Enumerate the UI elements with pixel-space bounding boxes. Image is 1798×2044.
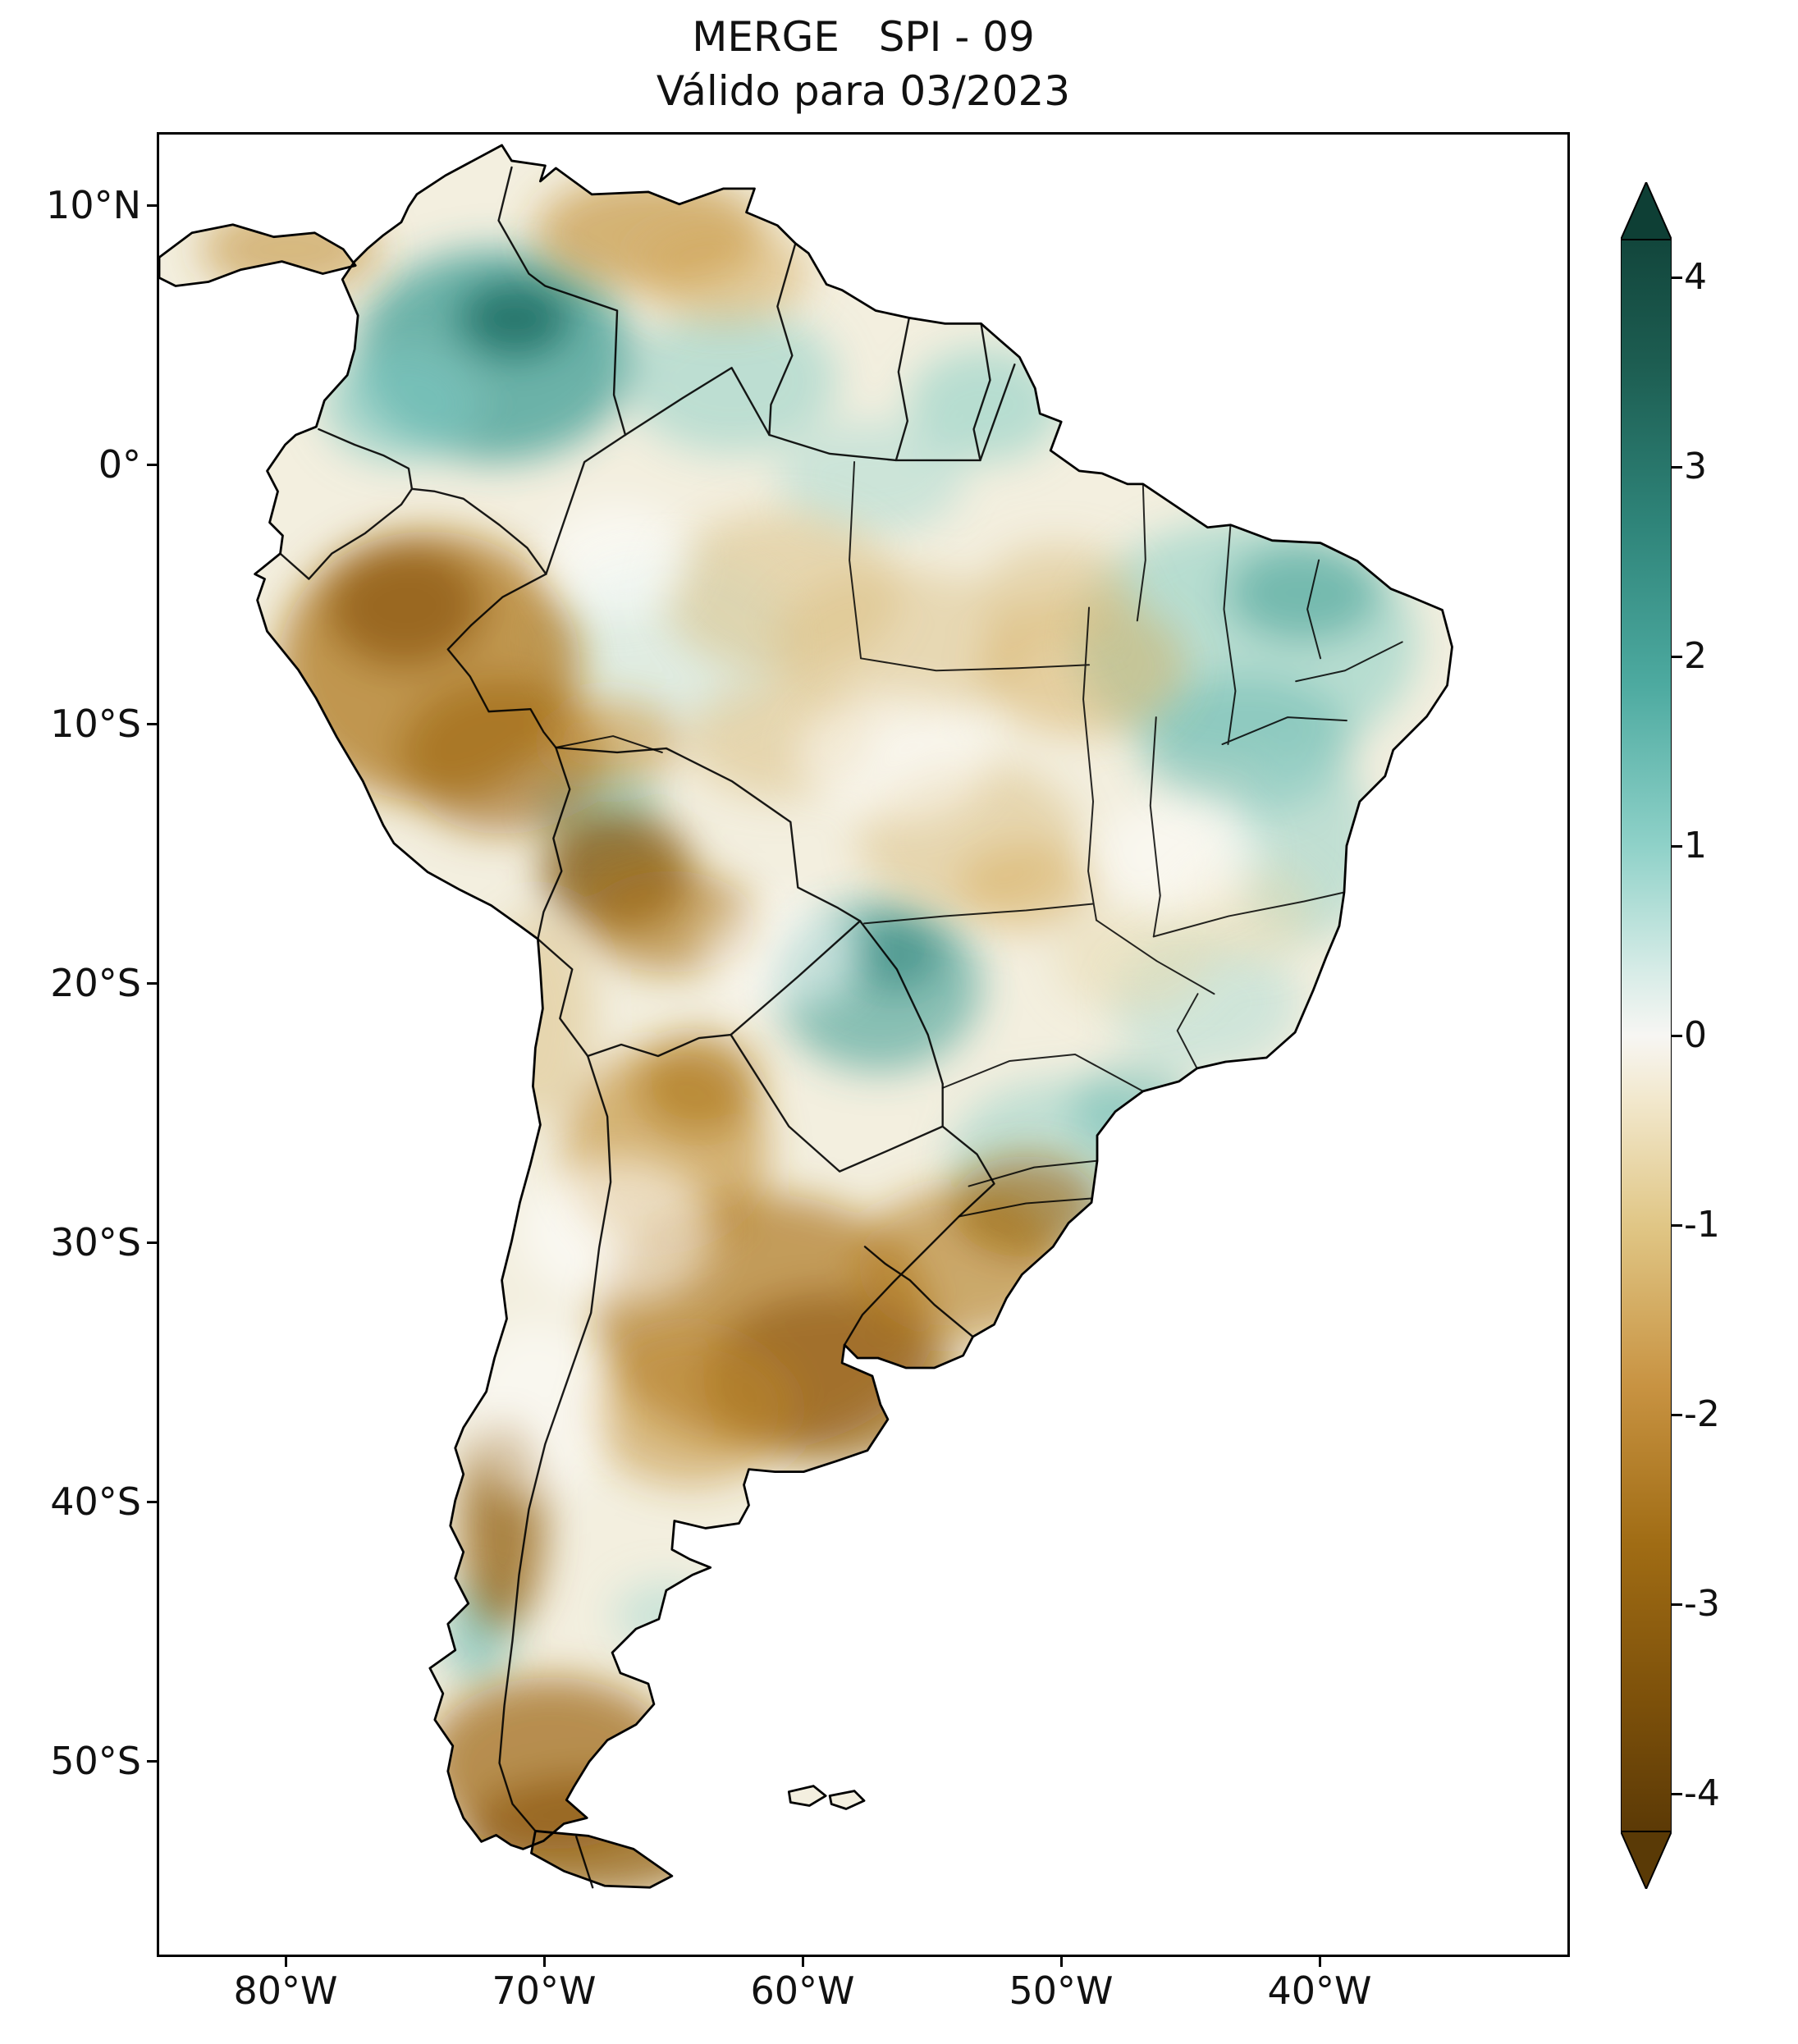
coastline (159, 144, 1453, 1889)
colorbar-tick-label: 4 (1684, 256, 1707, 298)
colorbar-upper-arrow (1619, 180, 1673, 240)
lon-tick-label: 50°W (1009, 1969, 1114, 2013)
lon-tick-mark (1060, 1957, 1063, 1967)
lat-tick-mark (147, 723, 157, 725)
colorbar-tick-mark (1672, 1603, 1682, 1606)
map-plot-area: INPE (157, 132, 1570, 1957)
colorbar-tick-label: -1 (1684, 1204, 1720, 1246)
lon-tick-mark (543, 1957, 546, 1967)
south-america-map (159, 135, 1567, 1955)
colorbar-tick-mark (1672, 1224, 1682, 1227)
lat-tick-label: 30°S (50, 1220, 141, 1264)
colorbar-tick-mark (1672, 1414, 1682, 1416)
state-borders (555, 460, 1403, 1218)
lon-tick-mark (802, 1957, 804, 1967)
colorbar-tick-mark (1672, 656, 1682, 658)
lat-tick-label: 20°S (50, 961, 141, 1005)
colorbar-tick-mark (1672, 277, 1682, 279)
colorbar-tick-mark (1672, 466, 1682, 469)
lat-tick-mark (147, 204, 157, 207)
colorbar-tick-label: -3 (1684, 1583, 1720, 1625)
lon-tick-label: 60°W (750, 1969, 855, 2013)
colorbar-body (1620, 239, 1672, 1832)
figure-subtitle: Válido para 03/2023 (656, 67, 1071, 115)
lat-tick-label: 50°S (50, 1739, 141, 1783)
lon-tick-label: 40°W (1267, 1969, 1372, 2013)
colorbar-tick-label: 1 (1684, 825, 1707, 867)
lon-tick-mark (285, 1957, 287, 1967)
lat-tick-mark (147, 1501, 157, 1503)
lat-tick-mark (147, 464, 157, 466)
colorbar-lower-arrow (1619, 1831, 1673, 1891)
lat-tick-label: 0° (98, 442, 141, 487)
lon-tick-label: 70°W (492, 1969, 597, 2013)
lat-tick-label: 40°S (50, 1479, 141, 1524)
colorbar-tick-label: -2 (1684, 1393, 1720, 1435)
lat-tick-mark (147, 1760, 157, 1763)
lon-tick-mark (1319, 1957, 1321, 1967)
colorbar-tick-mark (1672, 845, 1682, 848)
figure-title: MERGE SPI - 09 (692, 13, 1035, 61)
colorbar-tick-label: 0 (1684, 1014, 1707, 1056)
colorbar-tick-mark (1672, 1793, 1682, 1795)
lon-tick-label: 80°W (233, 1969, 338, 2013)
lat-tick-mark (147, 982, 157, 985)
colorbar-tick-label: -4 (1684, 1772, 1720, 1814)
colorbar-tick-mark (1672, 1035, 1682, 1037)
country-borders (279, 166, 1016, 1889)
colorbar-tick-label: 3 (1684, 446, 1707, 487)
lat-tick-label: 10°N (46, 183, 141, 227)
colorbar-tick-label: 2 (1684, 635, 1707, 677)
colorbar-gradient (1619, 180, 1673, 1891)
inpe-logo: INPE (1413, 1772, 1570, 1957)
lat-tick-mark (147, 1241, 157, 1244)
lat-tick-label: 10°S (50, 702, 141, 746)
colorbar (1619, 180, 1673, 1891)
